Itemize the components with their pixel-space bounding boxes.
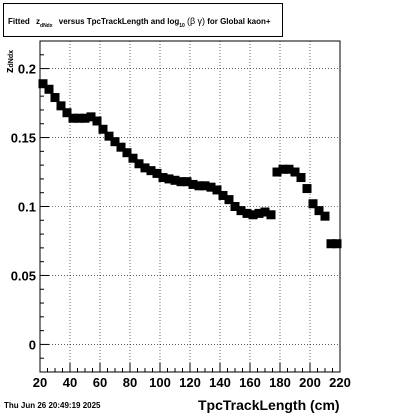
data-point [206,182,216,192]
x-tick-label: 40 [63,375,77,390]
data-point [38,79,48,89]
title-beta: β [190,16,196,26]
data-point [122,148,132,158]
title-z-sub: dNdx [40,23,53,29]
title-part3: for Global kaon+ [207,17,271,26]
axis-ticks [39,40,341,373]
x-tick-label: 60 [93,375,107,390]
title-z: z [36,17,41,26]
data-point [242,208,252,218]
y-tick-label: 0.2 [18,62,36,77]
data-point [86,112,96,122]
data-point [110,137,120,147]
x-tick-label: 20 [33,375,47,390]
y-axis-label: zdNdx [4,50,16,73]
data-point [50,93,60,103]
data-point [278,164,288,174]
data-point [104,131,114,141]
y-tick-label: 0.05 [11,268,36,283]
x-tick-label: 140 [209,375,231,390]
data-point [332,239,342,249]
data-point [128,153,138,163]
timestamp: Thu Jun 26 20:49:19 2025 [4,401,101,410]
data-point [302,184,312,194]
data-point [308,199,318,209]
data-point [146,166,156,176]
x-tick-label: 100 [149,375,171,390]
data-point [80,113,90,123]
tick-labels: 20 40 60 80 100 120 140 160 180 200 220 0 0.05 0.1 0.1… [11,62,351,390]
chart-title: Fitted zdNdx versus TpcTrackLength and l… [8,16,271,29]
data-point [236,206,246,216]
grid-lines [40,41,340,372]
data-point [230,202,240,211]
data-point [92,116,102,126]
data-point [296,173,306,183]
data-point [284,164,294,174]
data-point [194,181,204,191]
title-paren-close: ) [201,16,205,26]
title-part2: versus TpcTrackLength and log [58,17,180,26]
data-point [260,207,270,217]
y-axis-label-main: z [4,67,16,74]
data-point [56,101,66,111]
x-tick-label: 220 [329,375,351,390]
data-point [266,210,276,220]
data-point [314,206,324,216]
x-tick-label: 200 [299,375,321,390]
data-point [116,142,126,152]
data-point [200,181,210,191]
title-box: Fitted zdNdx versus TpcTrackLength and l… [3,3,283,37]
y-axis-label-sub: dNdx [8,50,15,68]
y-tick-label: 0.15 [11,131,36,146]
data-point [74,113,84,123]
data-point [254,208,264,218]
title-log-sub: 10 [179,23,185,29]
data-point [164,174,174,184]
y-tick-label: 0.1 [18,200,36,215]
data-point [170,175,180,185]
data-point [158,173,168,183]
data-point [188,179,198,189]
y-tick-label: 0 [29,337,36,352]
data-point [218,190,228,200]
x-tick-label: 180 [269,375,291,390]
data-point [224,195,234,205]
data-point [98,124,108,134]
data-point [44,84,54,94]
data-point [62,108,72,118]
x-axis-label: TpcTrackLength (cm) [198,397,340,413]
data-point [140,163,150,173]
data-point [152,168,162,178]
title-part1: Fitted [8,17,30,26]
data-point [248,210,258,220]
x-tick-label: 160 [239,375,261,390]
data-point [212,185,222,195]
data-point [176,177,186,187]
title-gamma: γ [197,16,202,26]
data-point [182,177,192,187]
data-point [272,167,282,177]
title-paren-open: ( [187,16,191,26]
data-point [326,239,336,249]
x-tick-label: 80 [123,375,137,390]
data-point [320,211,330,221]
data-point [68,113,78,123]
data-points [38,79,342,249]
data-point [134,159,144,169]
x-tick-label: 120 [179,375,201,390]
data-point [290,167,300,177]
